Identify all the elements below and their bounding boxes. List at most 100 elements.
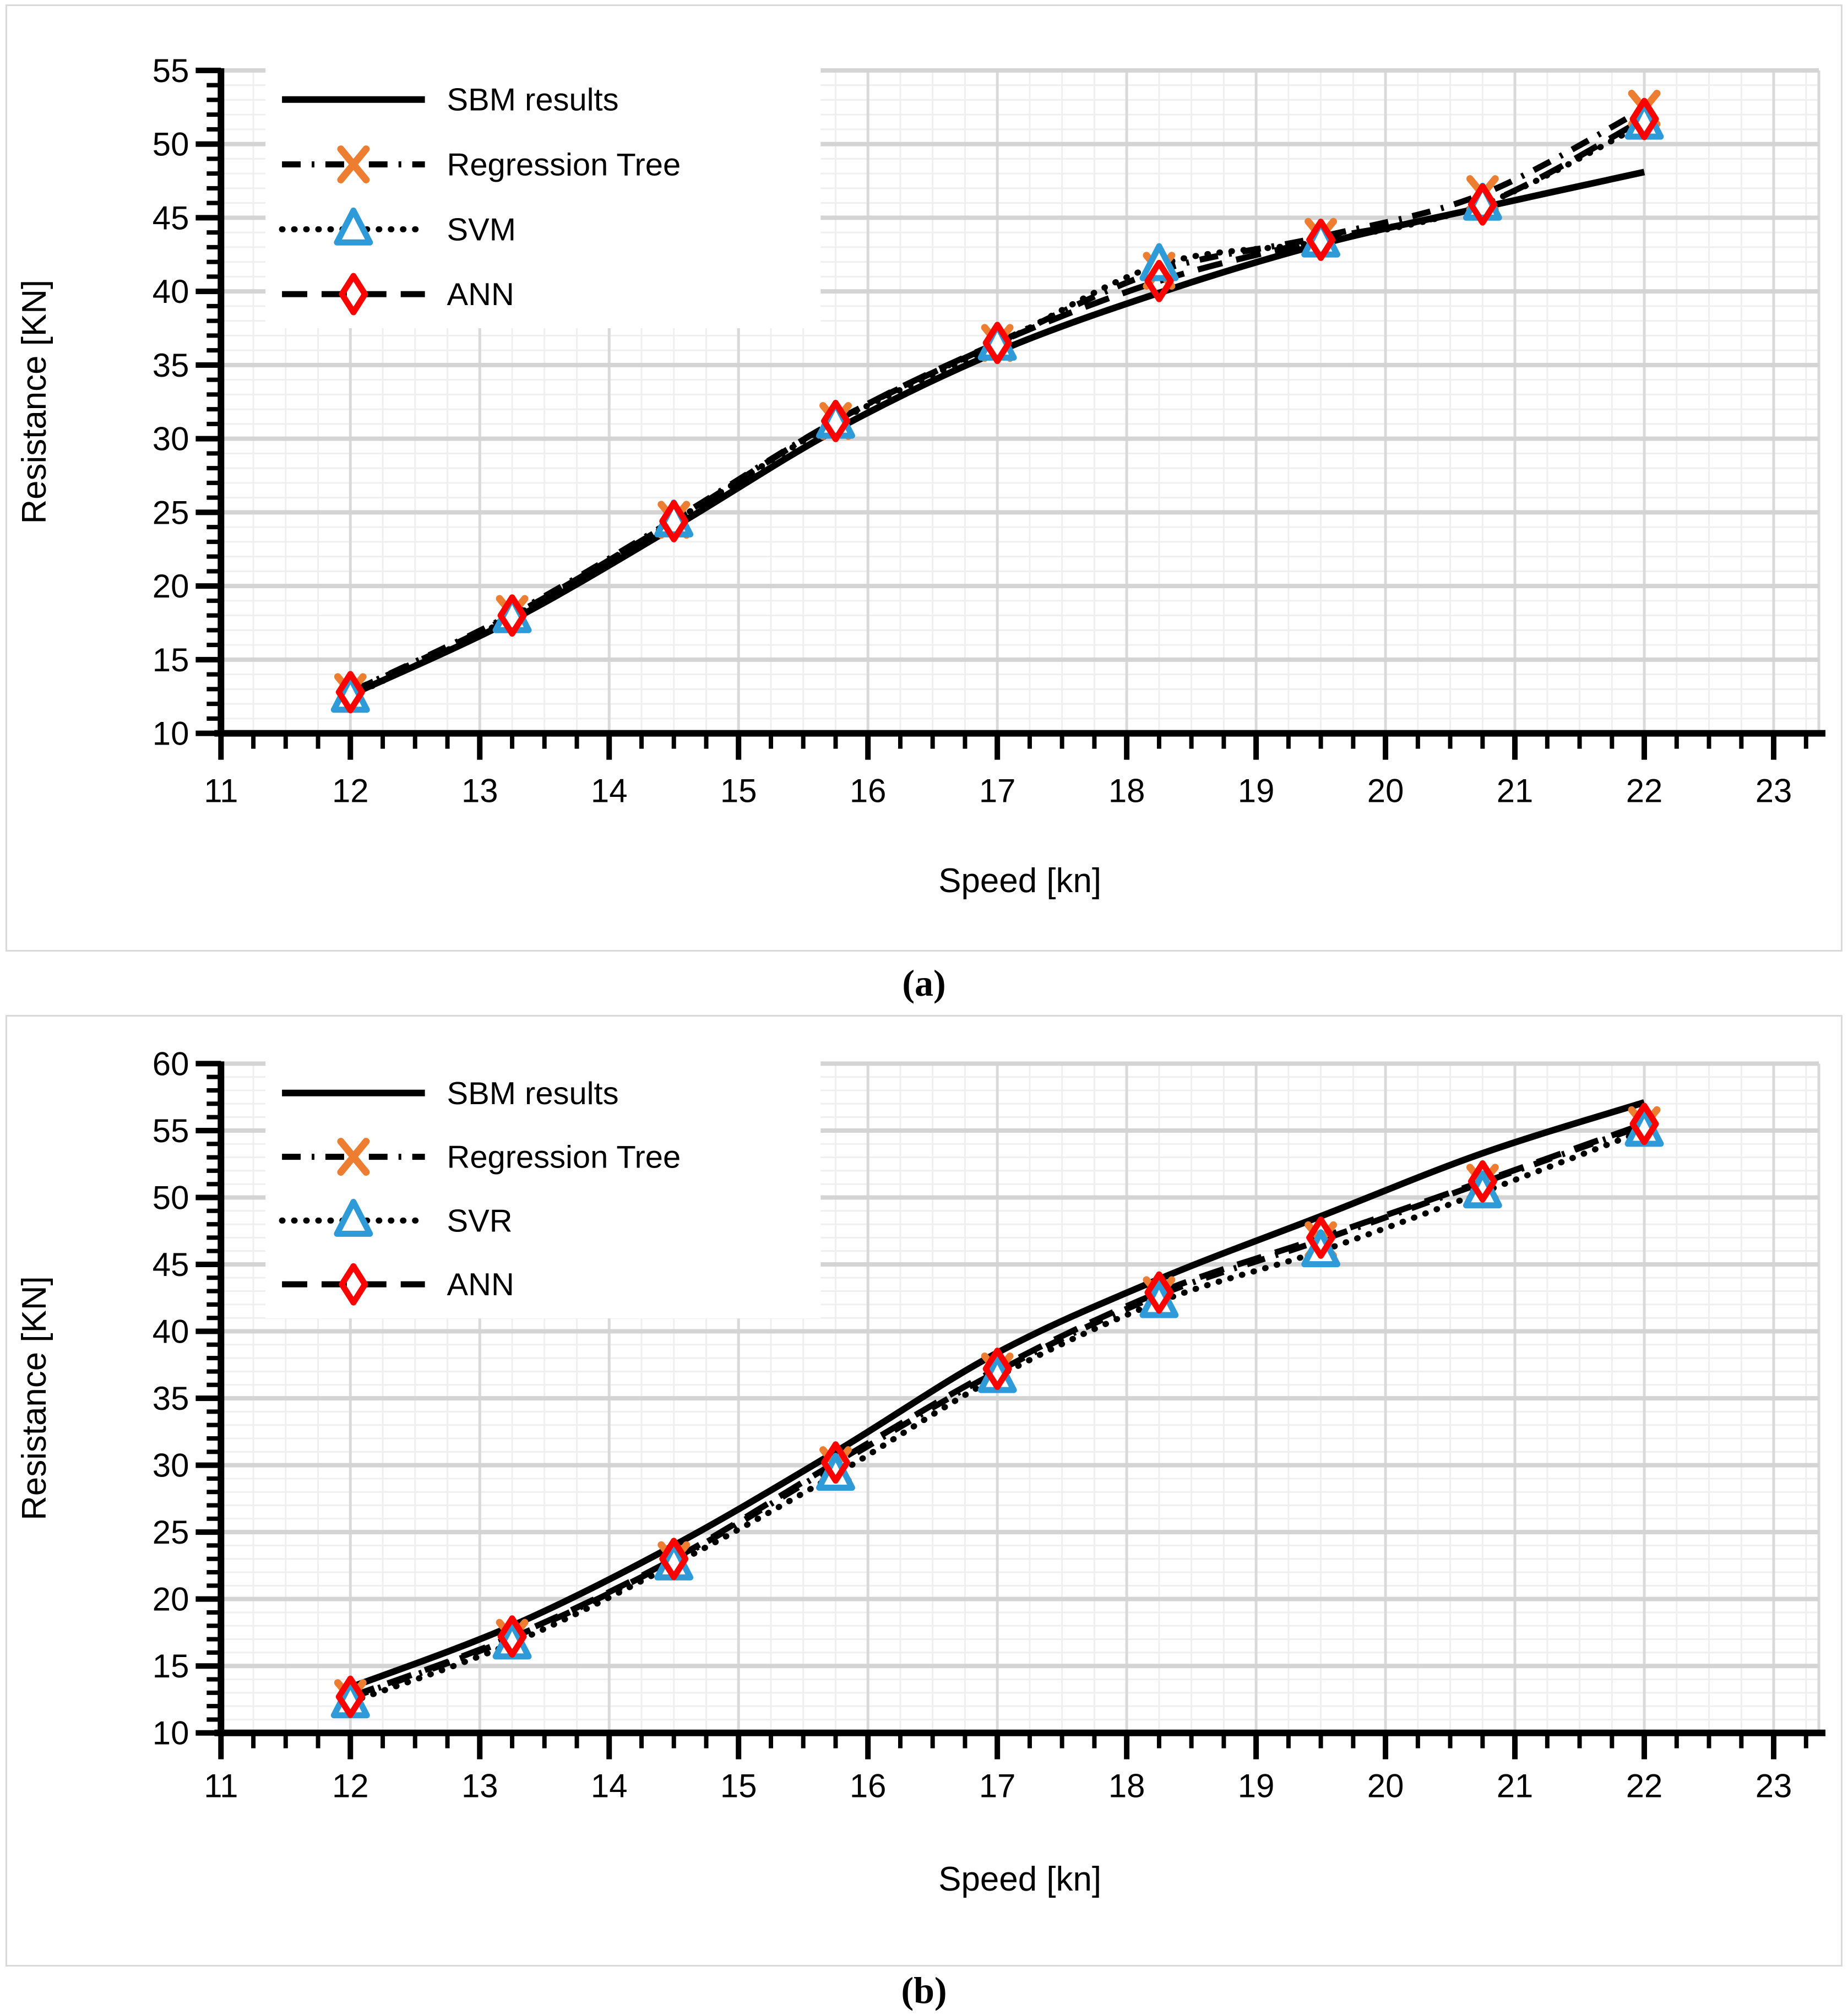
diamond-marker: [335, 671, 365, 714]
y-tick-label: 15: [153, 642, 189, 678]
diamond-marker: [339, 1263, 368, 1306]
legend-label: SBM results: [447, 1076, 619, 1111]
diamond-marker: [1144, 1271, 1174, 1314]
x-tick-label: 22: [1626, 1767, 1663, 1804]
x-tick-label: 18: [1108, 1767, 1145, 1804]
diamond-marker: [1467, 1160, 1497, 1203]
markers-ann: [335, 97, 1659, 714]
x-tick-label: 22: [1626, 772, 1663, 809]
panel-b: 11 12 13 14 15 16 17 18 19 20 21 22 23 10 15 20 25 30 35 40…: [6, 1015, 1842, 1967]
diamond-marker: [1306, 1216, 1336, 1259]
x-tick-label: 14: [591, 772, 628, 809]
y-tick-label: 50: [153, 126, 189, 163]
diamond-marker: [339, 273, 368, 316]
y-tick-label: 40: [153, 1313, 189, 1350]
diamond-marker: [659, 1538, 689, 1581]
x-tick-label: 12: [332, 772, 369, 809]
x-tick-label: 17: [979, 772, 1016, 809]
x-tick-label: 16: [850, 772, 887, 809]
series-line-regression-tree: [349, 106, 1646, 695]
y-axis-title: Resistance [KN]: [15, 280, 53, 524]
x-cross-stroke: [337, 1138, 370, 1176]
x-axis-title: Speed [kn]: [938, 862, 1101, 900]
diamond-marker: [982, 322, 1012, 365]
y-axis-title: Resistance [KN]: [15, 1276, 53, 1520]
tick-labels: 11 12 13 14 15 16 17 18 19 20 21 22 23 10 15 20 25 30 35 40…: [153, 1045, 1792, 1804]
x-tick-label: 11: [204, 772, 238, 809]
diamond-marker: [821, 400, 850, 442]
legend-label: SVM: [447, 212, 516, 247]
x-tick-label: 13: [461, 772, 498, 809]
y-tick-label: 10: [153, 1715, 189, 1752]
panel-a: 11 12 13 14 15 16 17 18 19 20 21 22 23 10 15 20 25 30 35 40…: [6, 4, 1842, 952]
y-tick-label: 25: [153, 494, 189, 531]
x-tick-label: 19: [1238, 1767, 1275, 1804]
diamond-marker: [1629, 97, 1659, 140]
legend-label: Regression Tree: [447, 147, 681, 182]
x-tick-label: 18: [1108, 772, 1145, 809]
x-tick-label: 11: [204, 1767, 238, 1804]
y-tick-label: 30: [153, 1447, 189, 1484]
y-tick-label: 35: [153, 347, 189, 384]
x-tick-label: 21: [1497, 1767, 1534, 1804]
axes: [195, 67, 1826, 760]
triangle-marker: [334, 207, 373, 246]
tick-labels: 11 12 13 14 15 16 17 18 19 20 21 22 23 10 15 20 25 30 35 40…: [153, 52, 1792, 810]
x-tick-label: 20: [1367, 1767, 1404, 1804]
caption-a: (a): [902, 962, 946, 1004]
x-tick-label: 19: [1238, 772, 1275, 809]
diamond-marker: [982, 1348, 1012, 1391]
diamond-marker: [1144, 259, 1174, 302]
diamond-marker: [1629, 1102, 1659, 1145]
legend-label: ANN: [447, 277, 514, 312]
diamond-marker: [1306, 219, 1336, 261]
diamond-marker: [1467, 183, 1497, 226]
triangle-marker: [334, 1198, 373, 1237]
y-tick-label: 25: [153, 1514, 189, 1551]
gridlines-major: [221, 1061, 1820, 1733]
legend-label: SVR: [447, 1203, 513, 1239]
y-tick-label: 45: [153, 1246, 189, 1283]
legend: SBM results Regression Tree SVR ANN: [265, 1058, 821, 1319]
y-tick-label: 50: [153, 1179, 189, 1216]
y-tick-label: 55: [153, 1112, 189, 1149]
y-tick-label: 10: [153, 715, 189, 752]
legend-item-sbm-results: SBM results: [282, 83, 619, 118]
diamond-marker: [659, 500, 689, 542]
diamond-marker: [497, 1615, 527, 1658]
chart-b: 11 12 13 14 15 16 17 18 19 20 21 22 23 10 15 20 25 30 35 40…: [15, 1045, 1826, 1898]
axes: [195, 1061, 1826, 1759]
legend-item-ann: ANN: [282, 1263, 514, 1306]
x-cross-marker: [337, 145, 370, 183]
x-tick-label: 13: [461, 1767, 498, 1804]
x-tick-label: 21: [1497, 772, 1534, 809]
legend-item-sbm-results: SBM results: [282, 1076, 619, 1111]
y-tick-label: 55: [153, 52, 189, 89]
y-tick-label: 15: [153, 1648, 189, 1685]
legend-label: SBM results: [447, 83, 619, 118]
diamond-marker: [335, 1675, 365, 1718]
x-tick-label: 14: [591, 1767, 628, 1804]
legend-item-regression-tree: Regression Tree: [282, 145, 681, 183]
y-tick-label: 30: [153, 421, 189, 458]
x-cross-stroke: [337, 145, 370, 183]
caption-b: (b): [901, 1969, 947, 2011]
y-tick-label: 20: [153, 568, 189, 605]
figure: 11 12 13 14 15 16 17 18 19 20 21 22 23 10 15 20 25 30 35 40…: [0, 4, 1848, 2015]
chart-a: 11 12 13 14 15 16 17 18 19 20 21 22 23 10 15 20 25 30 35 40…: [15, 52, 1826, 900]
x-axis-title: Speed [kn]: [938, 1860, 1101, 1898]
markers-ann: [335, 1102, 1659, 1718]
x-tick-label: 23: [1755, 1767, 1792, 1804]
diamond-marker: [821, 1441, 850, 1484]
y-tick-label: 20: [153, 1581, 189, 1618]
y-tick-label: 45: [153, 199, 189, 236]
y-tick-label: 40: [153, 273, 189, 310]
x-tick-label: 16: [850, 1767, 887, 1804]
y-tick-label: 60: [153, 1045, 189, 1082]
x-cross-marker: [337, 1138, 370, 1176]
x-tick-label: 15: [720, 1767, 757, 1804]
legend-label: Regression Tree: [447, 1140, 681, 1175]
x-tick-label: 23: [1755, 772, 1792, 809]
legend-item-regression-tree: Regression Tree: [282, 1138, 681, 1176]
x-tick-label: 12: [332, 1767, 369, 1804]
